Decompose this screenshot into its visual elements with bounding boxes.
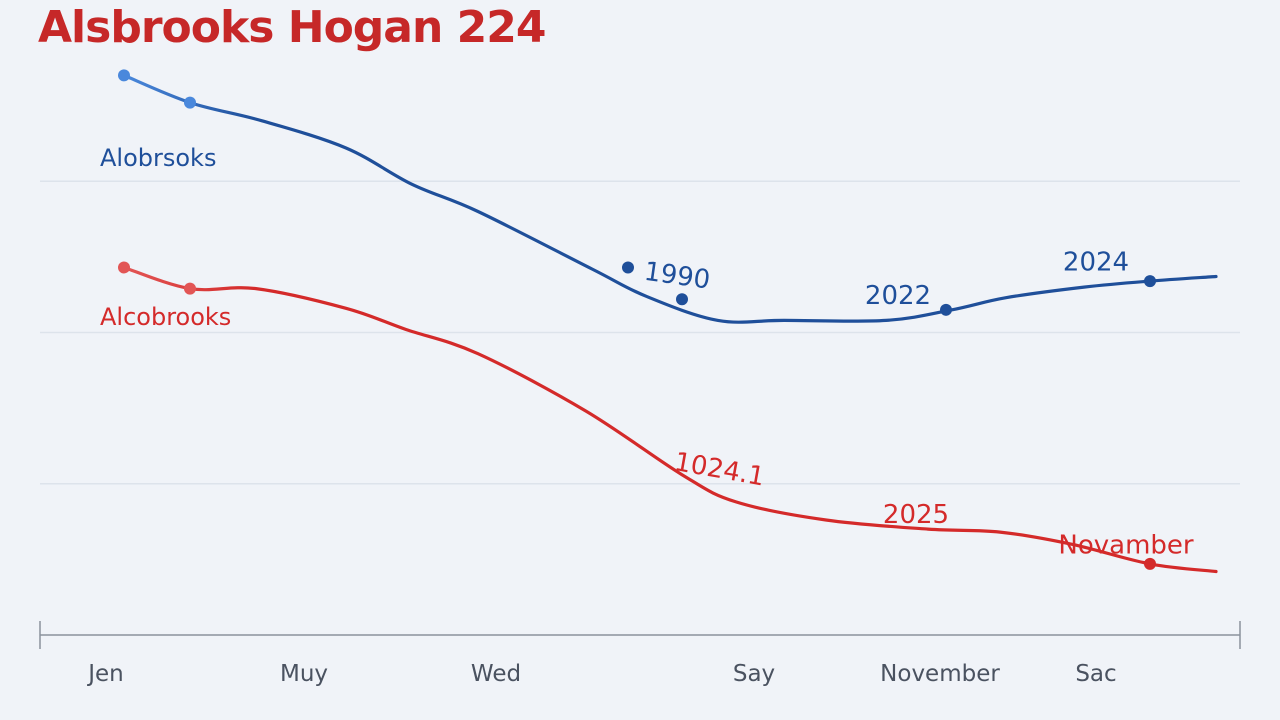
series-0-marker: [622, 261, 634, 274]
x-tick-label: Sac: [1075, 661, 1116, 687]
series-0-marker: [1144, 275, 1156, 288]
x-tick-label: Muy: [280, 661, 328, 687]
data-label: 2022: [865, 281, 931, 311]
series-label: Alcobrooks: [100, 303, 231, 331]
chart-title: Alsbrooks Hogan 224: [38, 2, 546, 53]
series-line-1: [122, 265, 1218, 574]
series-markers: [118, 69, 1156, 570]
series-0-marker: [118, 69, 130, 82]
data-label: Novamber: [1058, 530, 1194, 560]
series-0-marker: [676, 293, 688, 306]
chart-labels: Alobrsoks 1990 2022 2024 Alcobrooks 1024.1 202…: [100, 144, 1194, 560]
data-label: 2025: [883, 500, 949, 530]
data-label: 1024.1: [672, 447, 767, 492]
x-tick-label: Jen: [86, 661, 124, 687]
x-axis: Jen Muy Wed Say November Sac: [39, 621, 1241, 687]
series-1-marker: [1144, 557, 1156, 570]
x-tick-label: Wed: [471, 661, 521, 687]
series-lines: [122, 73, 1218, 574]
gridlines: [40, 180, 1240, 485]
series-0-marker: [184, 96, 196, 109]
data-label: 1990: [642, 257, 712, 296]
series-1-marker: [184, 282, 196, 295]
series-label: Alobrsoks: [100, 144, 216, 172]
series-line-0: [122, 73, 1218, 324]
x-tick-label: Say: [733, 661, 775, 687]
series-0-marker: [940, 303, 952, 316]
x-tick-label: November: [880, 661, 1000, 687]
series-1-marker: [118, 261, 130, 274]
data-label: 2024: [1063, 247, 1129, 277]
